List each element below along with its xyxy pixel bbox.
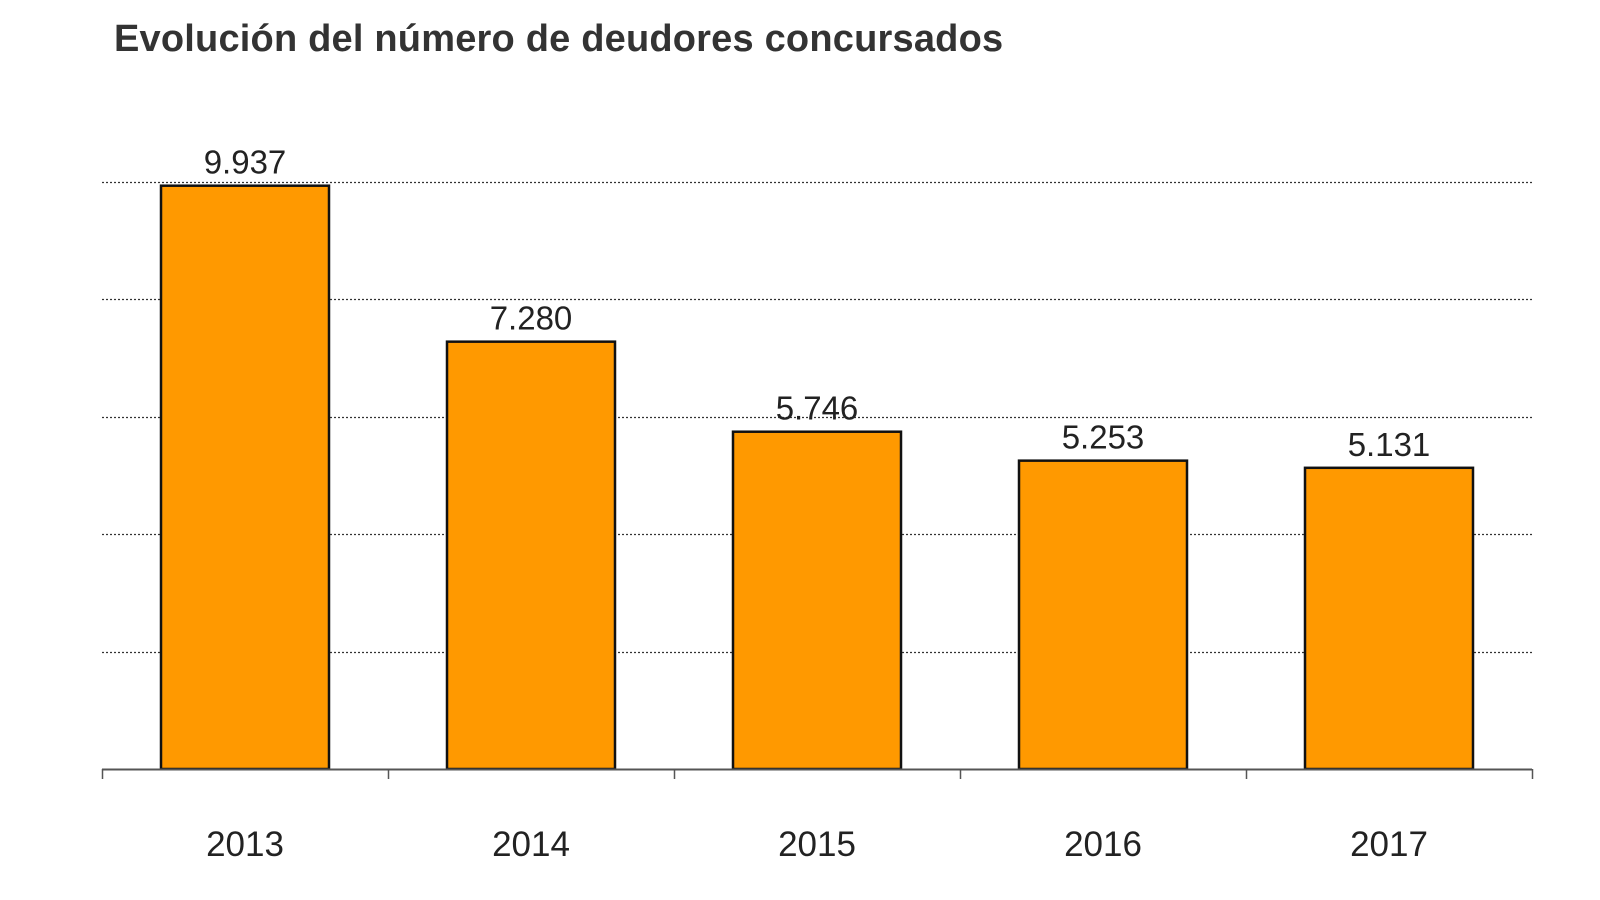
x-tick-label-2014: 2014 bbox=[492, 825, 570, 864]
bar-2016 bbox=[1017, 459, 1189, 771]
data-label-2015: 5.746 bbox=[776, 390, 859, 427]
data-label-2013: 9.937 bbox=[204, 144, 287, 181]
data-label-2016: 5.253 bbox=[1062, 419, 1145, 456]
x-tick-label-2015: 2015 bbox=[778, 825, 856, 864]
data-labels: 9.937 7.280 5.746 5.253 5.131 bbox=[204, 144, 1431, 463]
bar-2017 bbox=[1303, 466, 1475, 771]
data-label-2014: 7.280 bbox=[490, 300, 573, 337]
bar-2014 bbox=[445, 340, 617, 771]
x-axis bbox=[101, 768, 1534, 779]
bar-2013 bbox=[159, 184, 331, 771]
x-tick-label-2013: 2013 bbox=[206, 825, 284, 864]
x-tick-label-2016: 2016 bbox=[1064, 825, 1142, 864]
bar-2015 bbox=[731, 430, 903, 771]
x-tick-label-2017: 2017 bbox=[1350, 825, 1428, 864]
data-label-2017: 5.131 bbox=[1348, 426, 1431, 463]
bars bbox=[159, 184, 1475, 771]
x-tick-labels: 2013 2014 2015 2016 2017 bbox=[206, 825, 1428, 864]
chart-title: Evolución del número de deudores concurs… bbox=[114, 18, 1004, 60]
